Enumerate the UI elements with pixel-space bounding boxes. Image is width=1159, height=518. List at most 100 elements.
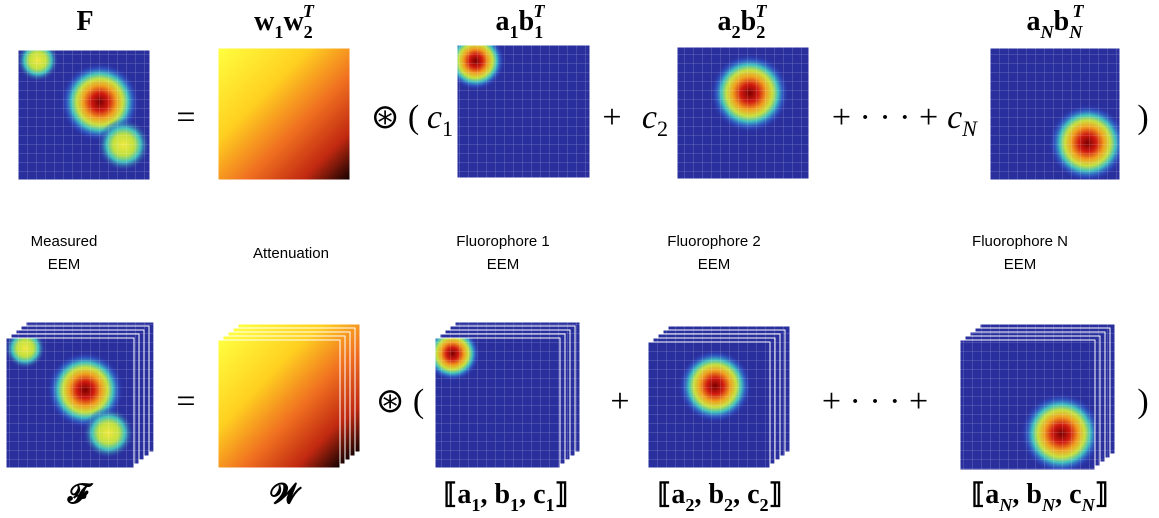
text-part: + [610,383,629,420]
operator: = [176,99,195,136]
text-part: T [755,1,767,21]
text-part: 2 [756,22,765,42]
caption: Fluorophore 1 [456,233,549,250]
heatmap [446,32,590,178]
text-part: b [1054,6,1070,37]
bottom-label: 𝓦 [269,479,302,510]
caption: EEM [48,256,81,273]
heatmap [960,340,1102,474]
text-part: w [283,6,304,37]
heatmap [17,39,150,180]
text-part: T [1072,1,1084,21]
text-part: a [1027,6,1041,37]
attenuation-map [218,48,350,180]
caption: Measured [31,233,98,250]
text-part: N [1040,22,1055,42]
top-label: aNbNT [1027,1,1085,42]
text-part: ⟦a [443,479,471,510]
heatmap [5,328,134,468]
text-part: T [533,1,545,21]
caption: Attenuation [253,245,329,262]
bottom-label: ⟦a1, b1, c1⟧ [443,479,568,515]
grid [990,48,1120,180]
text-part: a [496,6,510,37]
text-part: + · · · + [832,99,938,136]
text-part: + [602,99,621,136]
text-part: = [176,99,195,136]
text-part: 1 [442,116,453,141]
text-part: 2 [760,495,769,515]
grid [6,338,134,468]
text-part: c [947,99,962,136]
heatmap [218,340,340,468]
text-part: , b [694,479,724,510]
operator: ⊛ ( [371,99,419,136]
grid [960,340,1095,470]
text-part: 1 [510,495,519,515]
caption: Fluorophore 2 [667,233,760,250]
operator: + · · · + [832,99,938,136]
text-part: c [427,99,442,136]
operator: + [610,383,629,420]
grid [435,338,560,468]
text-part: 1 [534,22,543,42]
text-part: , c [519,479,545,510]
text-part: ⟧ [1095,479,1109,510]
heatmap [218,48,350,180]
heatmap [648,342,770,468]
heatmap [990,48,1127,182]
text-part: , c [733,479,759,510]
grid [648,342,770,468]
text-part: N [1068,22,1083,42]
text-part: , b [480,479,510,510]
text-part: ⟦a [971,479,999,510]
text-part: , b [1012,479,1042,510]
text-part: 1 [546,495,555,515]
text-part: b [741,6,757,37]
text-part: 2 [685,495,694,515]
text-part: ⊛ ( [376,383,424,420]
caption: EEM [487,256,520,273]
text-part: 1 [274,22,283,42]
grid [677,47,809,179]
heatmap [425,326,560,468]
text-part: , c [1055,479,1081,510]
top-label: w1w2T [254,1,315,42]
operator: = [176,383,195,420]
text-part: 𝓦 [269,479,302,510]
text-part: ⟧ [769,479,783,510]
text-part: F [76,6,93,37]
operator: cN [947,99,978,141]
text-part: = [176,383,195,420]
text-part: w [254,6,275,37]
caption: Fluorophore N [972,233,1068,250]
operator: c2 [642,99,668,141]
text-part: c [642,99,657,136]
text-part: 2 [304,22,313,42]
top-label: a1b1T [496,1,546,42]
text-part: 1 [510,22,519,42]
diagram: Fw1w2Ta1b1Ta2b2TaNbNT=⊛ (c1+c2+ · · · +c… [0,0,1159,518]
operator: + [602,99,621,136]
heatmap [677,47,809,179]
operator: + · · · + [822,383,928,420]
bottom-label: ⟦a2, b2, c2⟧ [657,479,782,515]
operator: ) [1137,99,1148,136]
operator: ) [1137,383,1148,420]
bottom-label: ⟦aN, bN, cN⟧ [971,479,1108,515]
text-part: ⊛ ( [371,99,419,136]
text-part: N [998,495,1013,515]
text-part: 2 [724,495,733,515]
operator: ⊛ ( [376,383,424,420]
text-part: N [1081,495,1096,515]
text-part: ⟧ [555,479,569,510]
text-part: N [1041,495,1056,515]
text-part: T [303,1,315,21]
text-part: N [961,116,978,141]
bottom-label: 𝓕 [67,479,95,510]
text-part: ) [1137,99,1148,136]
text-part: b [519,6,535,37]
caption: EEM [1004,256,1037,273]
text-part: 2 [732,22,741,42]
text-part: 2 [657,116,668,141]
